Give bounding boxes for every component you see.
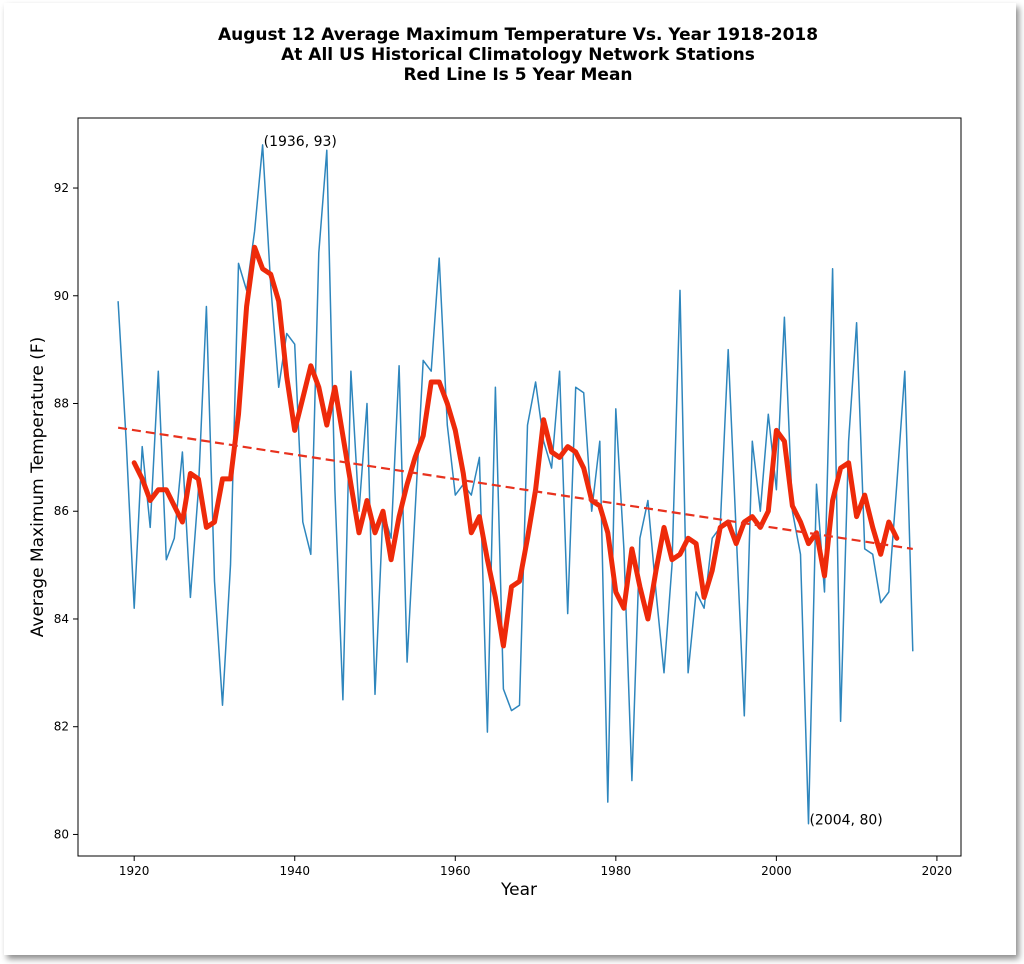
chart-title-line-3: Red Line Is 5 Year Mean xyxy=(403,65,632,85)
y-axis-label: Average Maximum Temperature (F) xyxy=(28,337,48,638)
point-annotation: (1936, 93) xyxy=(264,134,337,150)
x-tick-label: 1940 xyxy=(279,864,310,878)
y-tick-label: 92 xyxy=(54,181,69,195)
plot-area xyxy=(117,144,914,825)
five-year-mean-line xyxy=(131,244,900,649)
y-tick-label: 84 xyxy=(54,612,69,626)
y-tick-label: 88 xyxy=(54,397,69,411)
y-tick-label: 90 xyxy=(54,289,69,303)
x-tick-label: 1920 xyxy=(119,864,150,878)
chart-title-line-2: At All US Historical Climatology Network… xyxy=(281,45,755,65)
axes-frame xyxy=(77,117,962,857)
y-tick-label: 86 xyxy=(54,504,69,518)
y-tick-label: 80 xyxy=(54,827,69,841)
x-tick-label: 2020 xyxy=(922,864,953,878)
x-tick-label: 1980 xyxy=(601,864,632,878)
daily-temperature-line xyxy=(117,144,914,825)
x-axis-label: Year xyxy=(500,880,537,900)
chart-title-line-1: August 12 Average Maximum Temperature Vs… xyxy=(218,25,818,45)
x-tick-label: 2000 xyxy=(761,864,792,878)
point-annotation: (2004, 80) xyxy=(809,813,882,829)
y-tick-label: 82 xyxy=(54,720,69,734)
x-tick-label: 1960 xyxy=(440,864,471,878)
trend-line xyxy=(117,426,913,550)
